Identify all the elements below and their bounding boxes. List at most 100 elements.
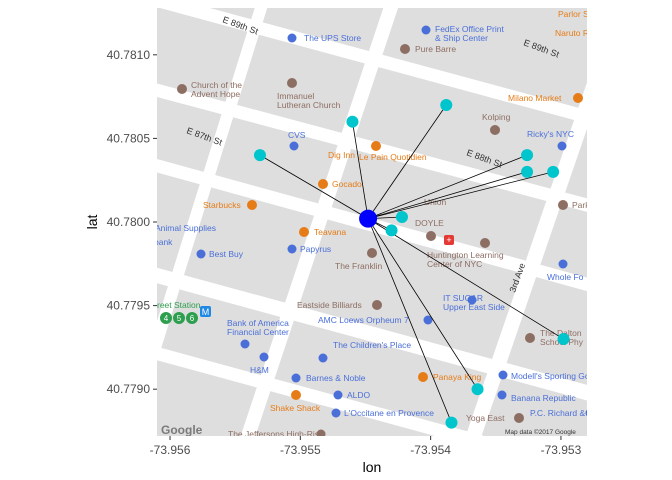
poi-label: Ricky's NYC [527,129,574,139]
poi-jeffersons: The Jeffersons High-Rise [228,429,326,439]
poi-marker [514,413,524,423]
poi-label: Milano Market [508,93,562,103]
poi-marker [177,84,187,94]
poi-marker [299,227,309,237]
poi-label: Eastside Billiards [297,300,362,310]
poi-marker [318,179,328,189]
poi-label: Le Pain Quotidien [359,152,427,162]
poi-label: Banana Republic [511,393,576,403]
x-tick-label: -73.956 [150,443,191,457]
poi-marker [418,372,428,382]
poi-marker [525,333,535,343]
poi-label: reet Station [157,300,201,310]
data-point [521,149,534,162]
poi-label: Starbucks [203,200,241,210]
poi-marker [259,352,269,362]
poi-rickys: Ricky's NYC [527,129,574,151]
poi-loccitane: L'Occitane en Provence [331,408,434,418]
poi-label: ALDO [347,390,371,400]
poi-label: Whole Fo [547,272,584,282]
poi-marker [480,238,490,248]
data-point [385,224,398,237]
data-point [253,149,266,162]
connection-line [367,154,528,220]
poi-label: DOYLE [415,218,444,228]
poi-marker [289,141,299,151]
poi-label: Park [572,200,590,210]
data-point [547,165,560,178]
poi-whole-foods: Whole Fo [547,259,584,282]
poi-animal-supplies: Animal Supplies [157,223,216,233]
poi-marker [331,408,341,418]
poi-marker [367,248,377,258]
poi-label: The Children's Place [333,340,411,350]
poi-kolping: Kolping [482,112,511,135]
poi-label: CVS [288,130,306,140]
poi-modells: Modell's Sporting Goo [498,370,595,381]
poi-best-buy: Best Buy [196,249,244,259]
poi-label: Parlor S [558,9,589,19]
y-tick-label: 40.7800 [107,215,151,229]
poi-label: Huntington Learning Center of NYC [427,250,504,269]
poi-banana-republic: Banana Republic [497,390,576,403]
avenue-lexington [240,8,399,436]
poi-cvs: CVS [288,130,306,151]
poi-label: Modell's Sporting Goo [511,371,595,381]
street-e-85th [157,346,485,436]
poi-barnes-noble: Barnes & Noble [291,373,366,383]
poi-marker [318,353,328,363]
avenue-3rd [465,82,587,436]
subway-line-4 [160,312,172,324]
y-tick-label: 40.7805 [107,131,151,145]
poi-label: The Jeffersons High-Rise [228,429,324,439]
poi-le-pain: Le Pain Quotidien [359,141,427,162]
poi-label: H&M [250,365,269,375]
poi-gocado: Gocado [318,179,362,189]
poi-doyle: DOYLE [415,218,444,241]
poi-milano-market: Milano Market [508,93,583,103]
poi-marker [372,300,382,310]
poi-marker [585,409,587,417]
subway-line-6 [186,312,198,324]
poi-marker [573,93,583,103]
data-point [471,383,484,396]
poi-it-sugar: IT SUGAR Upper East Side [443,293,505,312]
poi-eastside-billiards: Eastside Billiards [297,300,382,310]
poi-pure-barre: Pure Barre [400,44,456,54]
y-tick-label: 40.7795 [107,299,151,313]
connection-lines [259,104,564,423]
connection-line [367,104,447,219]
poi-marker [426,231,436,241]
poi-bank: bank [154,237,173,247]
x-tick-label: -73.955 [280,443,321,457]
street-e-86th [157,267,587,401]
y-axis: 40.7790 40.7795 40.7800 40.7805 40.7810 [107,48,157,396]
poi-marker [240,339,250,349]
poi-park: Park [558,200,590,210]
poi-marker [558,259,568,269]
subway-line-badges: 4 5 6 M [160,306,211,324]
poi-fedex: FedEx Office Print & Ship Center [421,24,504,43]
connection-line [367,171,554,220]
poi-label: bank [154,237,173,247]
subway-line-5-label: 5 [177,314,182,323]
x-tick-label: -73.954 [410,443,451,457]
data-point [445,416,458,429]
y-tick-label: 40.7810 [107,48,151,62]
poi-teavana: Teavana [299,227,346,237]
poi-the-franklin: The Franklin [335,248,383,271]
connection-line [367,171,528,220]
poi-marker [421,25,431,35]
poi-marker [423,315,433,325]
connection-line [367,218,452,423]
y-axis-title: lat [84,215,100,230]
connection-line [367,218,564,340]
poi-label: Immanuel Lutheran Church [277,91,341,110]
hospital-cross: + [446,235,451,245]
poi-label: Panaya King [433,372,481,382]
poi-papyrus: Papyrus [287,244,331,254]
poi-marker [497,390,507,400]
data-point [346,115,359,128]
poi-marker [291,373,301,383]
